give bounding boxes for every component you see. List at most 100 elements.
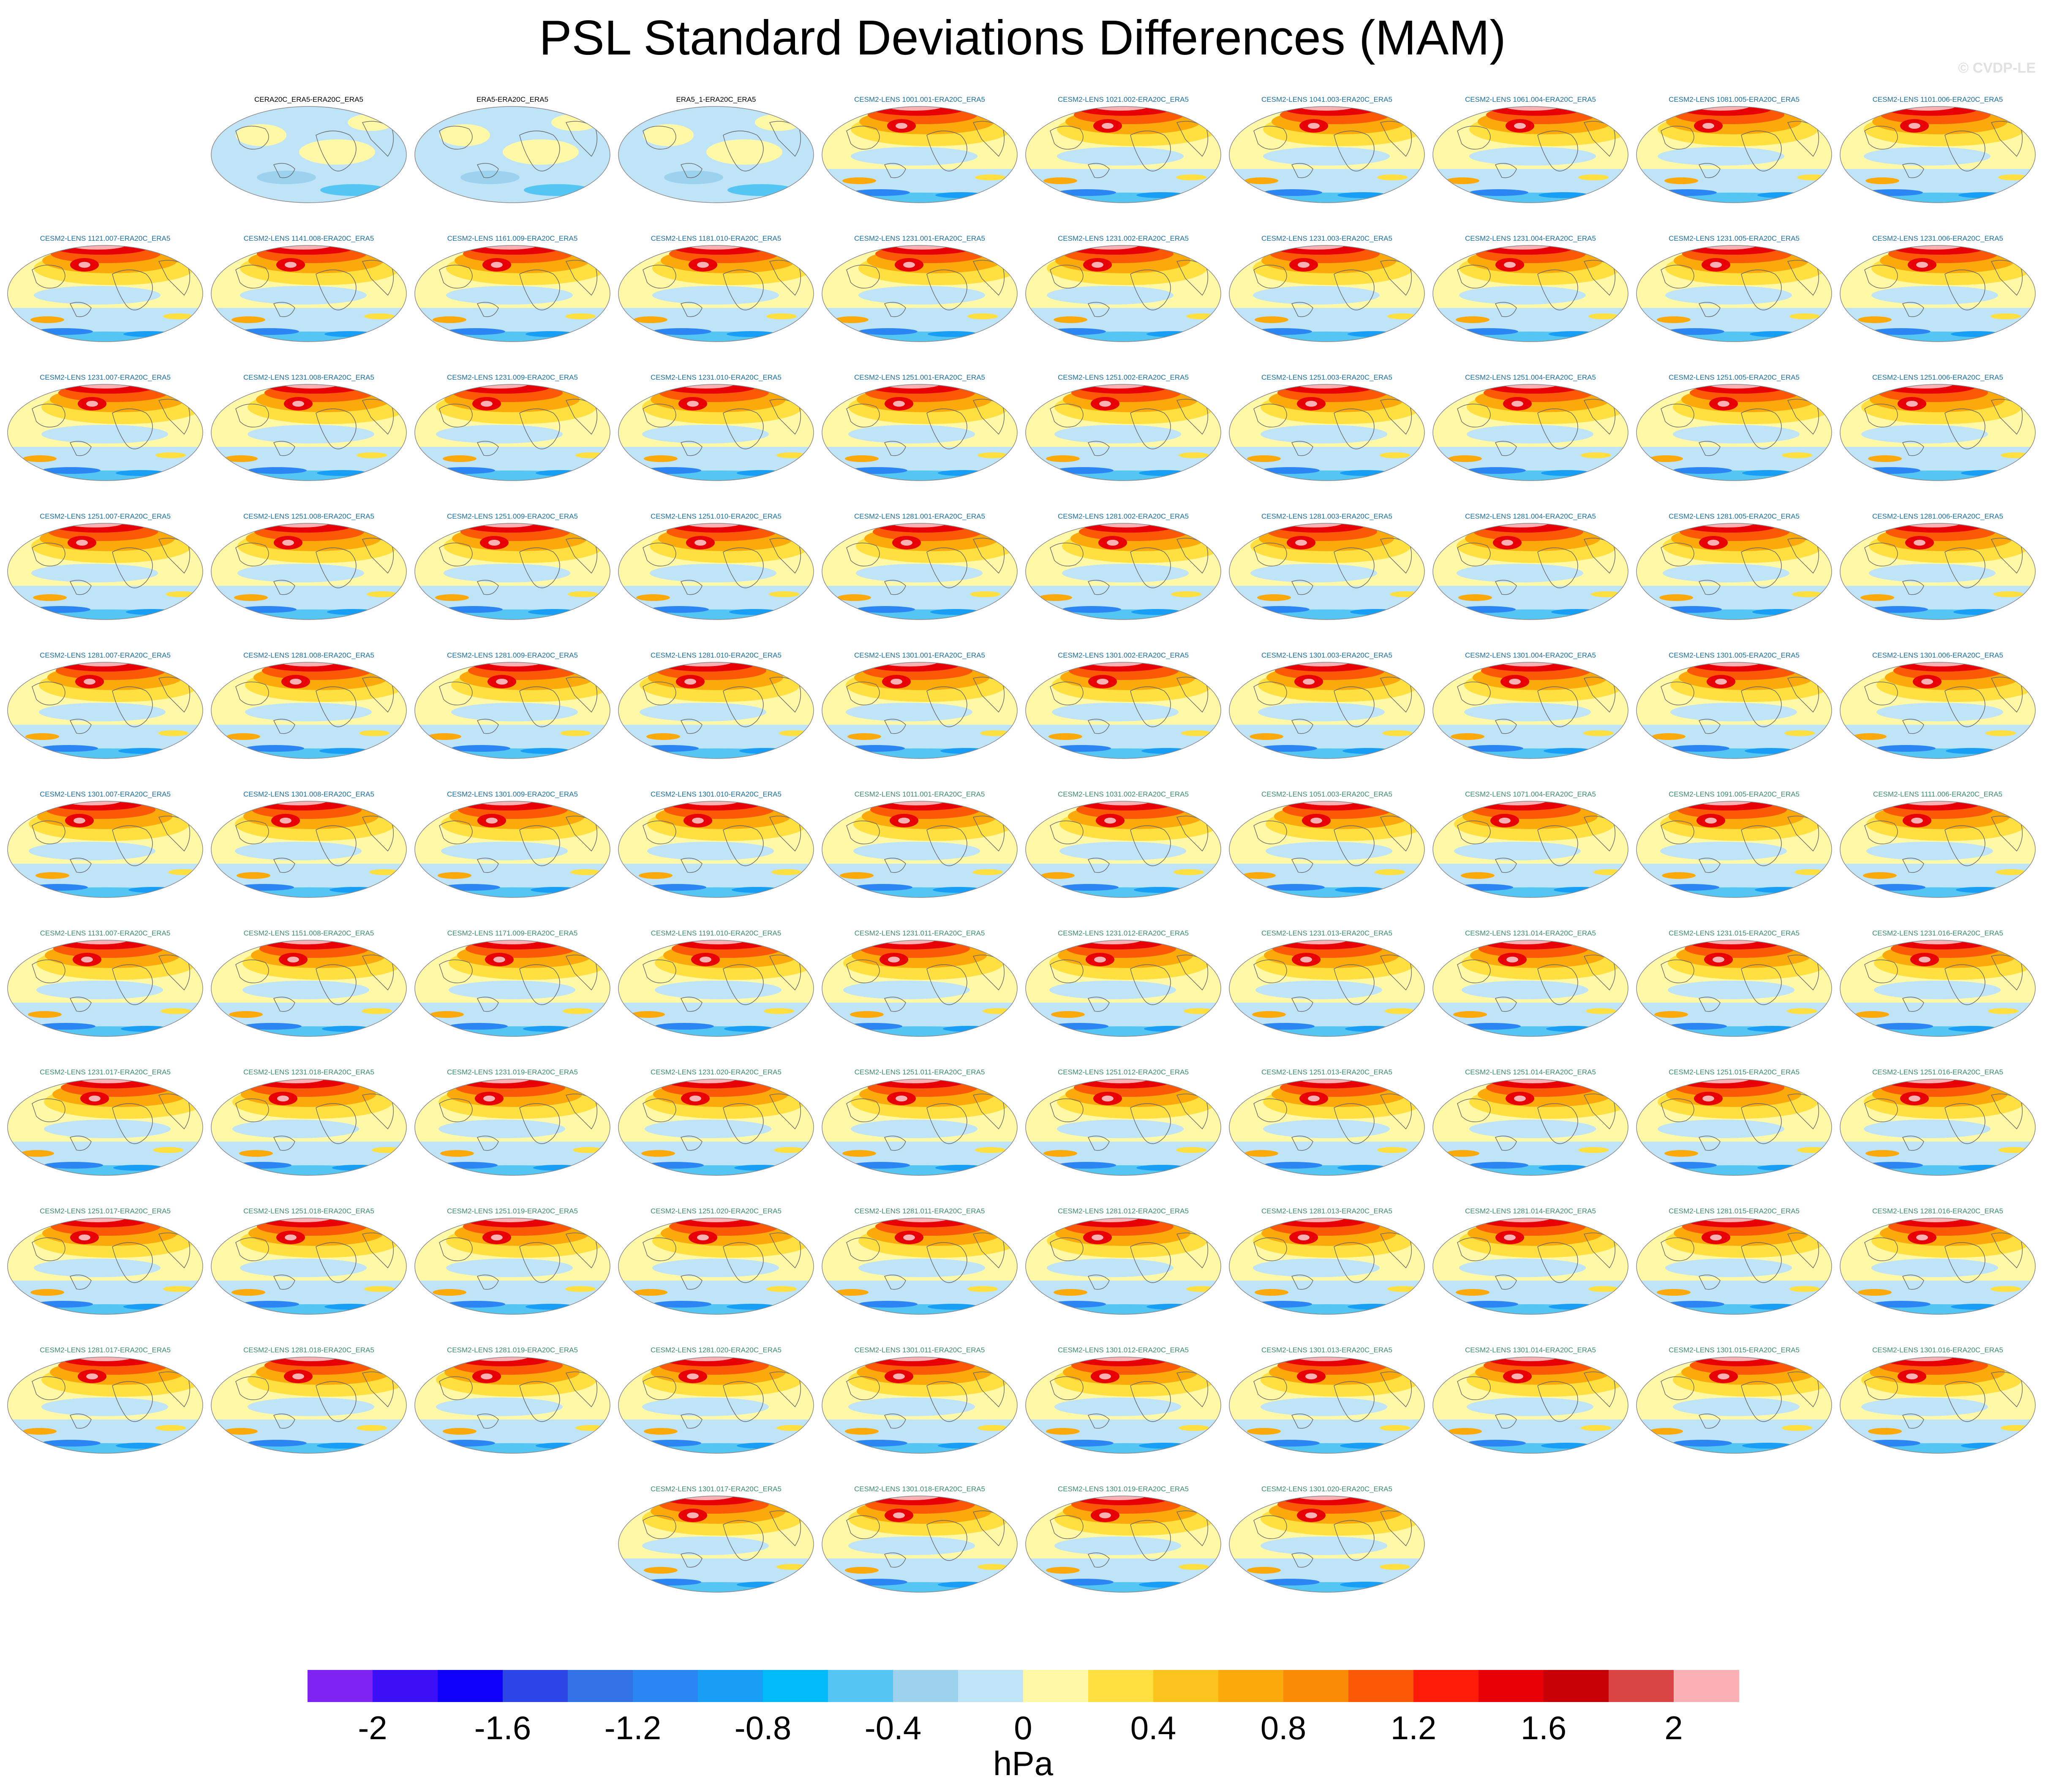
panel-title: CESM2-LENS 1301.002-ERA20C_ERA5 — [1058, 651, 1189, 659]
panel-title: CESM2-LENS 1301.018-ERA20C_ERA5 — [854, 1485, 985, 1493]
map-panel: CESM2-LENS 1121.007-ERA20C_ERA5 — [7, 234, 204, 343]
map-panel: CESM2-LENS 1111.006-ERA20C_ERA5 — [1839, 790, 2036, 898]
map-globe — [618, 523, 814, 620]
colorbar-tick-label: 1.6 — [1520, 1709, 1567, 1746]
panel-title: CESM2-LENS 1231.015-ERA20C_ERA5 — [1669, 929, 1800, 937]
panel-title: CESM2-LENS 1231.008-ERA20C_ERA5 — [243, 373, 374, 381]
map-globe — [1636, 106, 1832, 203]
map-globe — [1840, 1079, 2036, 1176]
map-panel: CESM2-LENS 1281.016-ERA20C_ERA5 — [1839, 1207, 2036, 1315]
map-panel: CESM2-LENS 1281.015-ERA20C_ERA5 — [1636, 1207, 1833, 1315]
map-panel: CESM2-LENS 1301.013-ERA20C_ERA5 — [1228, 1346, 1425, 1454]
panel-title: CESM2-LENS 1231.005-ERA20C_ERA5 — [1669, 234, 1800, 242]
map-globe — [414, 940, 610, 1037]
map-panel: CESM2-LENS 1251.015-ERA20C_ERA5 — [1636, 1068, 1833, 1176]
map-panel: CESM2-LENS 1301.020-ERA20C_ERA5 — [1228, 1485, 1425, 1593]
panel-title: CESM2-LENS 1281.007-ERA20C_ERA5 — [40, 651, 171, 659]
panel-title: CESM2-LENS 1011.001-ERA20C_ERA5 — [854, 790, 985, 798]
map-panel: CESM2-LENS 1231.013-ERA20C_ERA5 — [1228, 929, 1425, 1037]
panel-title: CESM2-LENS 1301.020-ERA20C_ERA5 — [1261, 1485, 1392, 1493]
panel-title: CESM2-LENS 1231.003-ERA20C_ERA5 — [1261, 234, 1392, 242]
map-globe — [1432, 662, 1628, 759]
map-globe — [618, 801, 814, 898]
map-globe — [1229, 662, 1425, 759]
panel-title: CESM2-LENS 1081.005-ERA20C_ERA5 — [1669, 95, 1800, 103]
panel-title: ERA5-ERA20C_ERA5 — [476, 95, 549, 103]
panel-title: CESM2-LENS 1281.010-ERA20C_ERA5 — [651, 651, 782, 659]
map-panel: CESM2-LENS 1281.003-ERA20C_ERA5 — [1228, 512, 1425, 620]
map-globe — [618, 1218, 814, 1315]
panel-title: CESM2-LENS 1001.001-ERA20C_ERA5 — [854, 95, 985, 103]
map-globe — [1025, 245, 1221, 342]
map-panel: CESM2-LENS 1091.005-ERA20C_ERA5 — [1636, 790, 1833, 898]
colorbar-box — [633, 1670, 698, 1702]
map-panel: CESM2-LENS 1251.001-ERA20C_ERA5 — [821, 373, 1018, 481]
map-panel: CESM2-LENS 1101.006-ERA20C_ERA5 — [1839, 95, 2036, 204]
map-globe — [822, 940, 1018, 1037]
panel-title: CESM2-LENS 1301.003-ERA20C_ERA5 — [1261, 651, 1392, 659]
panel-title: CESM2-LENS 1301.010-ERA20C_ERA5 — [651, 790, 782, 798]
colorbar-tick-label: 0.8 — [1260, 1709, 1307, 1746]
map-globe — [211, 662, 407, 759]
map-panel: CESM2-LENS 1191.010-ERA20C_ERA5 — [618, 929, 814, 1037]
panel-title: CERA20C_ERA5-ERA20C_ERA5 — [254, 95, 363, 103]
colorbar-box — [763, 1670, 828, 1702]
map-globe — [1025, 384, 1221, 481]
panel-title: CESM2-LENS 1301.005-ERA20C_ERA5 — [1669, 651, 1800, 659]
panel-title: CESM2-LENS 1301.004-ERA20C_ERA5 — [1465, 651, 1596, 659]
map-globe — [618, 1079, 814, 1176]
map-globe — [1432, 245, 1628, 342]
map-globe — [211, 1218, 407, 1315]
map-globe — [211, 1079, 407, 1176]
panel-title: CESM2-LENS 1231.020-ERA20C_ERA5 — [651, 1068, 782, 1076]
map-panel: CESM2-LENS 1161.009-ERA20C_ERA5 — [414, 234, 611, 343]
colorbar-box — [568, 1670, 633, 1702]
map-globe — [211, 245, 407, 342]
panel-title: CESM2-LENS 1181.010-ERA20C_ERA5 — [651, 234, 782, 242]
map-panel: CESM2-LENS 1251.005-ERA20C_ERA5 — [1636, 373, 1833, 481]
panel-title: CESM2-LENS 1281.017-ERA20C_ERA5 — [40, 1346, 171, 1354]
panel-title: CESM2-LENS 1281.008-ERA20C_ERA5 — [243, 651, 374, 659]
colorbar-box — [1609, 1670, 1674, 1702]
colorbar-tick-label: 2 — [1664, 1709, 1683, 1746]
colorbar-box — [1088, 1670, 1154, 1702]
panel-title: CESM2-LENS 1281.012-ERA20C_ERA5 — [1058, 1207, 1189, 1215]
map-globe — [211, 801, 407, 898]
panel-title: CESM2-LENS 1301.011-ERA20C_ERA5 — [854, 1346, 985, 1354]
map-panel: CESM2-LENS 1011.001-ERA20C_ERA5 — [821, 790, 1018, 898]
map-panel: CESM2-LENS 1281.010-ERA20C_ERA5 — [618, 651, 814, 759]
colorbar-box — [503, 1670, 568, 1702]
map-panel: CESM2-LENS 1281.014-ERA20C_ERA5 — [1432, 1207, 1629, 1315]
panel-title: CESM2-LENS 1231.011-ERA20C_ERA5 — [854, 929, 985, 937]
panel-title: CESM2-LENS 1231.013-ERA20C_ERA5 — [1261, 929, 1392, 937]
panel-title: CESM2-LENS 1251.002-ERA20C_ERA5 — [1058, 373, 1189, 381]
map-panel: CESM2-LENS 1231.017-ERA20C_ERA5 — [7, 1068, 204, 1176]
map-panel: CESM2-LENS 1301.015-ERA20C_ERA5 — [1636, 1346, 1833, 1454]
panel-title: CESM2-LENS 1051.003-ERA20C_ERA5 — [1261, 790, 1392, 798]
panel-title: CESM2-LENS 1301.009-ERA20C_ERA5 — [447, 790, 578, 798]
map-globe — [414, 662, 610, 759]
colorbar-box — [893, 1670, 959, 1702]
map-panel: CESM2-LENS 1231.014-ERA20C_ERA5 — [1432, 929, 1629, 1037]
map-globe — [1229, 801, 1425, 898]
map-panel: CESM2-LENS 1281.006-ERA20C_ERA5 — [1839, 512, 2036, 620]
map-panel: CESM2-LENS 1301.011-ERA20C_ERA5 — [821, 1346, 1018, 1454]
panel-title: CESM2-LENS 1251.009-ERA20C_ERA5 — [447, 512, 578, 520]
panel-title: CESM2-LENS 1041.003-ERA20C_ERA5 — [1261, 95, 1392, 103]
map-panel: CESM2-LENS 1081.005-ERA20C_ERA5 — [1636, 95, 1833, 204]
panel-title: CESM2-LENS 1301.007-ERA20C_ERA5 — [40, 790, 171, 798]
panel-title: CESM2-LENS 1251.005-ERA20C_ERA5 — [1669, 373, 1800, 381]
watermark: © CVDP-LE — [1958, 60, 2036, 76]
map-panel: CESM2-LENS 1251.011-ERA20C_ERA5 — [821, 1068, 1018, 1176]
map-globe — [1840, 106, 2036, 203]
map-panel: CESM2-LENS 1251.002-ERA20C_ERA5 — [1025, 373, 1222, 481]
map-globe — [1636, 1079, 1832, 1176]
panel-title: CESM2-LENS 1231.012-ERA20C_ERA5 — [1058, 929, 1189, 937]
map-globe — [1229, 106, 1425, 203]
map-panel: CESM2-LENS 1231.008-ERA20C_ERA5 — [210, 373, 407, 481]
map-globe — [7, 384, 203, 481]
map-panel: CESM2-LENS 1231.020-ERA20C_ERA5 — [618, 1068, 814, 1176]
panel-title: CESM2-LENS 1251.016-ERA20C_ERA5 — [1872, 1068, 2003, 1076]
map-panel: CESM2-LENS 1301.005-ERA20C_ERA5 — [1636, 651, 1833, 759]
map-panel: CESM2-LENS 1301.004-ERA20C_ERA5 — [1432, 651, 1629, 759]
